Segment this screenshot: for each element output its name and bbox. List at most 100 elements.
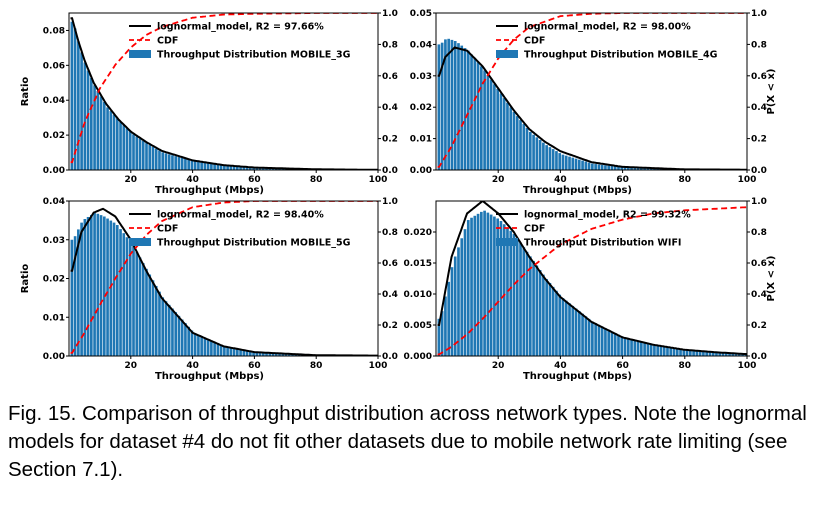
histogram-bar — [450, 267, 454, 356]
y2-tick-label: 0.8 — [751, 228, 767, 238]
histogram-bar — [274, 353, 278, 356]
histogram-bar — [538, 139, 542, 170]
histogram-bar — [545, 279, 548, 356]
histogram-bar — [440, 311, 444, 356]
histogram-bar — [584, 316, 588, 356]
histogram-bar — [80, 222, 83, 356]
y2-tick-label: 0.6 — [382, 72, 398, 82]
histogram-bar — [610, 331, 614, 356]
histogram-bar — [90, 214, 93, 356]
histogram-bar — [731, 353, 735, 356]
histogram-bar — [158, 291, 161, 356]
histogram-bar — [463, 48, 467, 170]
histogram-bar — [499, 93, 503, 170]
histogram-bar — [460, 45, 464, 170]
histogram-bar — [171, 155, 174, 170]
histogram-bar — [83, 219, 87, 356]
histogram-bar — [444, 296, 447, 356]
x-axis-label: Throughput (Mbps) — [155, 185, 264, 196]
legend-cdf-label: CDF — [524, 36, 545, 47]
histogram-bar — [470, 217, 473, 356]
x-tick-label: 60 — [248, 175, 261, 185]
histogram-bar — [561, 298, 565, 356]
histogram-bar — [447, 281, 451, 356]
histogram-bar — [274, 168, 278, 170]
histogram-bar — [577, 311, 581, 356]
histogram-bar — [138, 257, 142, 356]
histogram-bars — [437, 38, 747, 170]
histogram-bar — [509, 230, 513, 356]
histogram-bar — [106, 218, 109, 356]
histogram-bar — [558, 294, 562, 356]
y-tick-label: 0.03 — [43, 236, 65, 246]
histogram-bar — [161, 152, 165, 170]
histogram-bar — [577, 159, 581, 170]
histogram-bar — [151, 146, 155, 170]
histogram-bar — [591, 163, 594, 170]
histogram-bar — [466, 220, 470, 356]
histogram-bar — [193, 161, 197, 170]
histogram-bar — [190, 160, 194, 170]
cdf-line — [437, 206, 747, 356]
histogram-bar — [493, 216, 496, 356]
histogram-bar — [437, 44, 441, 170]
histogram-bar — [135, 136, 139, 170]
plot-frame — [68, 12, 379, 171]
cdf-line — [70, 201, 378, 354]
histogram-bar — [177, 315, 181, 356]
y2-tick-label: 0.0 — [382, 352, 398, 362]
y-tick-label: 0.005 — [404, 321, 432, 331]
histogram-bar — [558, 153, 562, 170]
histogram-bar — [594, 164, 597, 170]
histogram-bar — [457, 43, 460, 170]
histogram-bar — [506, 102, 509, 170]
y2-tick-label: 0.8 — [751, 40, 767, 50]
histogram-bar — [607, 165, 611, 170]
y-tick-label: 0.02 — [410, 103, 432, 113]
histogram-bar — [522, 247, 526, 356]
histogram-bar — [151, 280, 155, 356]
histogram-bar — [574, 158, 578, 170]
histogram-bar — [86, 216, 90, 356]
histogram-bar — [724, 352, 728, 356]
histogram-bar — [463, 229, 467, 356]
legend-bar-swatch — [496, 238, 518, 246]
histogram-bar — [252, 167, 255, 170]
histogram-bar — [271, 168, 275, 170]
histogram-bar — [239, 349, 242, 356]
histogram-bar — [564, 155, 568, 170]
histogram-bar — [600, 164, 604, 170]
y2-axis-label: P(X < x) — [766, 256, 777, 302]
y-axis-label: Ratio — [20, 77, 31, 107]
histogram-bar — [450, 39, 454, 170]
histogram-bar — [483, 70, 486, 170]
legend-model-label: lognormal_model, R2 = 99.32% — [524, 210, 691, 221]
histogram-bar — [643, 342, 646, 356]
histogram-bar — [132, 246, 135, 356]
histogram-bar — [597, 324, 601, 356]
histogram-bar — [528, 256, 532, 356]
histogram-bar — [180, 157, 184, 170]
histogram-bar — [721, 352, 725, 356]
y2-tick-label: 0.2 — [382, 135, 398, 145]
histogram-bar — [197, 161, 200, 170]
histogram-bar — [167, 154, 171, 170]
histogram-bar — [528, 131, 532, 170]
histogram-bar — [145, 268, 148, 356]
legend-cdf-label: CDF — [157, 224, 178, 235]
histogram-bar — [216, 164, 220, 170]
histogram-bar — [141, 263, 145, 356]
histogram-bar — [692, 350, 695, 356]
histogram-bar — [636, 167, 640, 170]
histogram-bar — [561, 154, 565, 170]
histogram-bar — [633, 167, 637, 170]
y2-tick-label: 0.4 — [751, 103, 767, 113]
histogram-bar — [666, 346, 669, 356]
legend-bar-swatch — [129, 238, 151, 246]
histogram-bar — [203, 162, 207, 170]
histogram-bar — [99, 215, 103, 356]
histogram-bar — [649, 343, 653, 356]
histogram-bar — [268, 352, 272, 356]
histogram-bar — [242, 349, 246, 356]
histogram-bar — [542, 274, 545, 356]
